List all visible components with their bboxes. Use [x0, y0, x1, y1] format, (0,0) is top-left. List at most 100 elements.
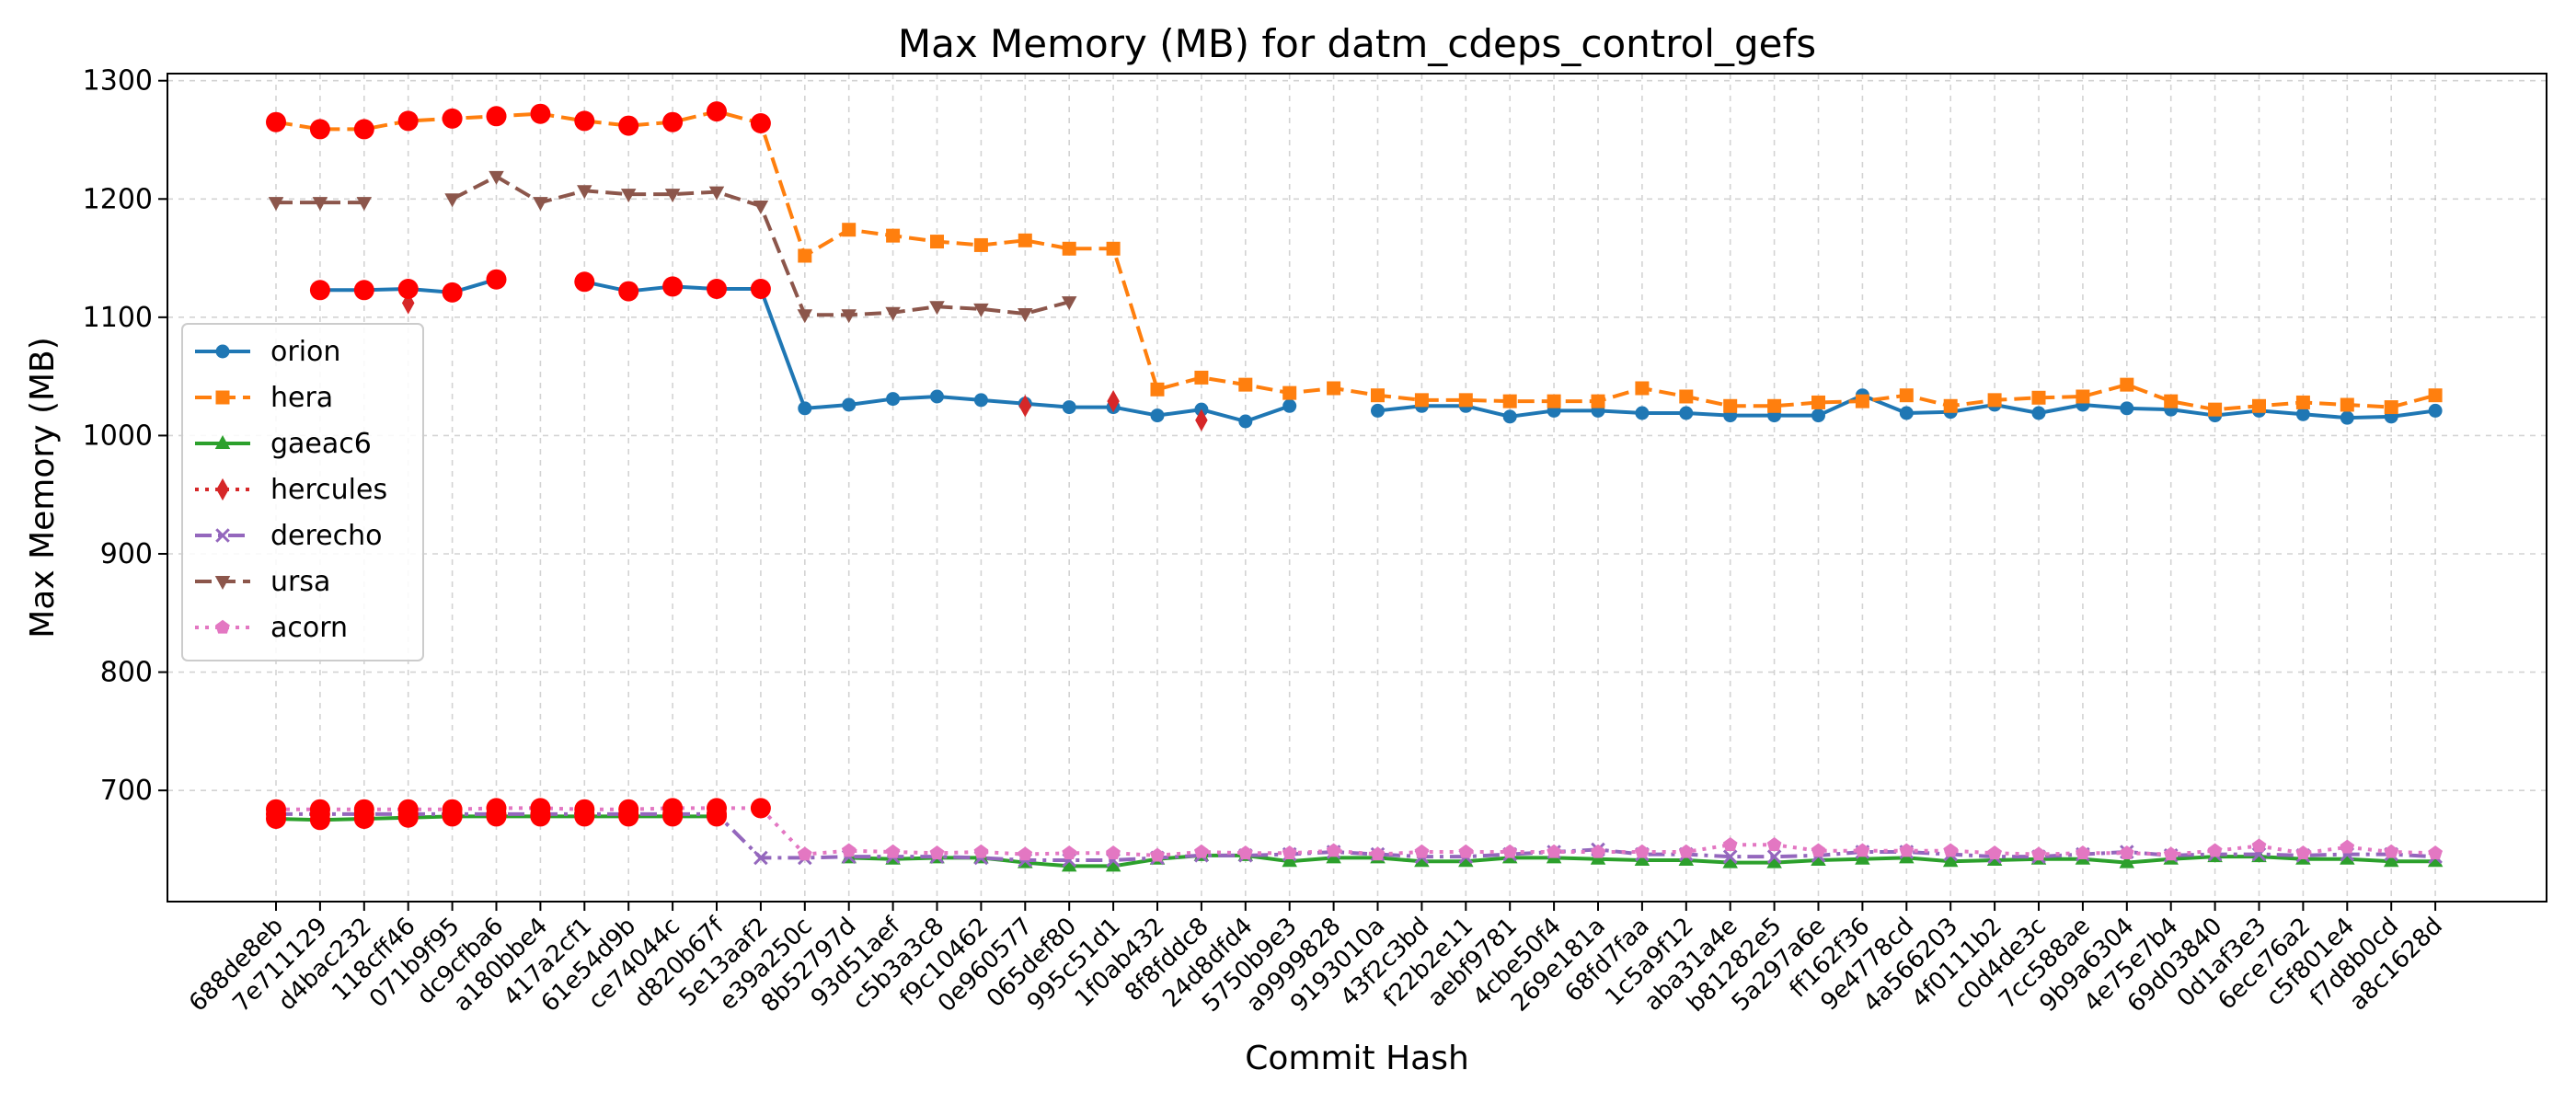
data-point: [1061, 296, 1077, 311]
data-point: [1635, 406, 1650, 420]
grid: [167, 74, 2547, 902]
legend-marker: [215, 344, 230, 359]
y-tick-label: 1200: [83, 183, 153, 215]
data-point: [930, 235, 944, 249]
data-point: [1811, 408, 1825, 423]
data-point: [2383, 853, 2399, 868]
legend-item-hercules: hercules: [195, 474, 387, 506]
data-point: [1018, 395, 1032, 418]
highlight-point: [662, 798, 684, 819]
legend-item-orion: orion: [195, 336, 340, 368]
data-point: [842, 397, 857, 412]
data-point: [1855, 394, 1869, 408]
data-point: [1458, 393, 1473, 408]
data-point: [1150, 847, 1165, 862]
data-point: [2384, 844, 2399, 858]
highlight-point: [618, 115, 639, 136]
series-hera: [269, 104, 2443, 417]
highlight-point: [618, 281, 639, 302]
data-point: [1767, 398, 1782, 413]
highlight-point: [353, 799, 374, 820]
legend-marker: [214, 576, 231, 590]
data-point: [1678, 852, 1695, 866]
data-point: [2251, 838, 2267, 853]
data-point: [1371, 403, 1385, 418]
highlight-layer: [266, 101, 771, 831]
data-point: [973, 303, 989, 317]
data-point: [533, 197, 548, 212]
highlight-point: [530, 798, 551, 819]
legend-item-derecho: derecho: [195, 520, 383, 552]
data-point: [2340, 410, 2354, 425]
data-point: [489, 170, 504, 185]
data-point: [2428, 845, 2443, 859]
data-point: [1502, 844, 1518, 858]
data-point: [2031, 406, 2046, 420]
highlight-point: [266, 799, 286, 820]
data-point: [1635, 844, 1650, 858]
data-point: [1106, 845, 1121, 859]
data-point: [1237, 845, 1253, 859]
highlight-point: [442, 282, 463, 303]
legend-label: orion: [270, 336, 340, 368]
data-point: [1150, 382, 1165, 397]
legend-box: [181, 323, 424, 661]
chart-title: Max Memory (MB) for datm_cdeps_control_g…: [898, 21, 1816, 66]
data-point: [1282, 398, 1297, 413]
data-point: [2164, 394, 2179, 408]
data-point: [798, 401, 812, 416]
data-point: [1678, 844, 1694, 858]
data-point: [2295, 407, 2310, 421]
data-point: [1371, 388, 1385, 403]
legend-marker: [214, 435, 231, 449]
highlight-point: [397, 799, 419, 820]
legend-label: hera: [270, 382, 333, 414]
data-point: [2076, 389, 2090, 404]
y-tick-label: 1100: [83, 302, 153, 334]
series-layer: [268, 104, 2444, 872]
data-point: [444, 193, 460, 208]
data-point: [1722, 837, 1738, 851]
data-point: [842, 223, 857, 237]
data-point: [1943, 398, 1958, 413]
data-point: [1106, 241, 1121, 256]
data-point: [2120, 401, 2134, 416]
data-point: [1899, 406, 1914, 420]
data-point: [1414, 844, 1430, 858]
data-point: [973, 393, 988, 408]
data-point: [930, 389, 944, 404]
legend-marker: [216, 477, 229, 501]
data-point: [1766, 849, 1782, 864]
y-tick-label: 800: [100, 657, 153, 689]
highlight-point: [486, 106, 507, 127]
data-point: [885, 306, 901, 321]
highlight-point: [530, 103, 551, 124]
data-point: [2384, 400, 2398, 415]
highlight-point: [750, 279, 771, 299]
data-point: [1194, 844, 1209, 858]
data-point: [356, 197, 373, 212]
legend-item-ursa: ursa: [195, 566, 330, 598]
data-point: [1987, 845, 2002, 859]
series-line: [276, 811, 2436, 862]
data-point: [1327, 381, 1341, 396]
data-point: [2119, 854, 2135, 868]
highlight-point: [397, 110, 419, 132]
data-point: [1414, 393, 1429, 408]
data-point: [708, 186, 725, 201]
data-point: [886, 392, 901, 407]
data-point: [1282, 385, 1297, 400]
legend-label: acorn: [270, 612, 348, 644]
highlight-point: [750, 798, 771, 819]
highlight-point: [662, 111, 684, 132]
y-tick-label: 1000: [83, 420, 153, 452]
highlight-point: [309, 119, 330, 140]
data-point: [1414, 853, 1430, 868]
x-axis-label: Commit Hash: [1245, 1040, 1469, 1077]
highlight-point: [397, 279, 419, 299]
legend-item-gaeac6: gaeac6: [195, 428, 372, 460]
legend-marker: [215, 390, 230, 405]
legend-label: derecho: [270, 520, 383, 552]
highlight-point: [574, 110, 595, 132]
